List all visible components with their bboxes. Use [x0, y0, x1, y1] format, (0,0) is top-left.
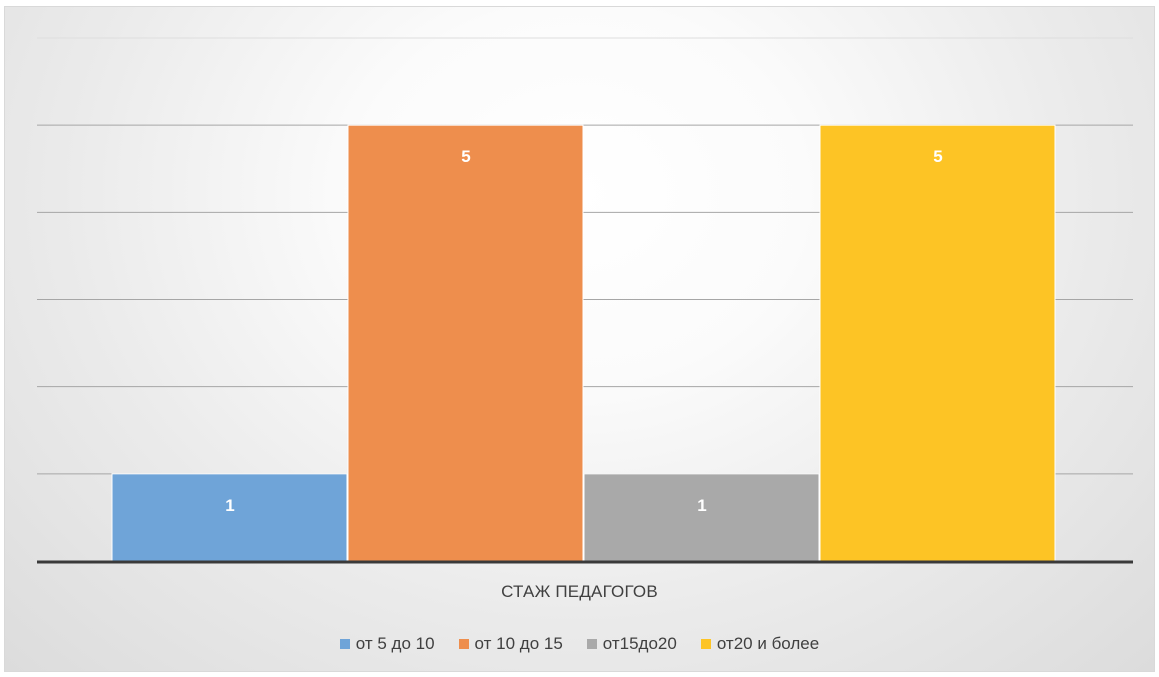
bar-0 — [111, 473, 348, 562]
category-axis-label: СТАЖ ПЕДАГОГОВ — [501, 582, 658, 601]
legend-swatch-2 — [586, 639, 597, 649]
chart-legend: от 5 до 10 от 10 до 15 от15до20 от20 и б… — [0, 634, 1159, 654]
data-label-1: 5 — [461, 147, 470, 166]
legend-item-2: от15до20 — [586, 634, 677, 654]
legend-item-1: от 10 до 15 — [458, 634, 563, 654]
legend-label-2: от15до20 — [602, 634, 677, 653]
legend-label-3: от20 и более — [716, 634, 820, 653]
data-label-3: 5 — [933, 147, 942, 166]
legend-item-3: от20 и более — [700, 634, 820, 654]
legend-item-0: от 5 до 10 — [339, 634, 435, 654]
legend-label-1: от 10 до 15 — [474, 634, 563, 653]
legend-swatch-0 — [339, 639, 350, 649]
legend-label-0: от 5 до 10 — [355, 634, 435, 653]
data-label-2: 1 — [697, 496, 706, 515]
bar-1 — [347, 124, 584, 562]
data-label-0: 1 — [225, 496, 234, 515]
legend-swatch-3 — [700, 639, 711, 649]
bar-3 — [819, 124, 1056, 562]
bar-2 — [583, 473, 820, 562]
legend-swatch-1 — [458, 639, 469, 649]
